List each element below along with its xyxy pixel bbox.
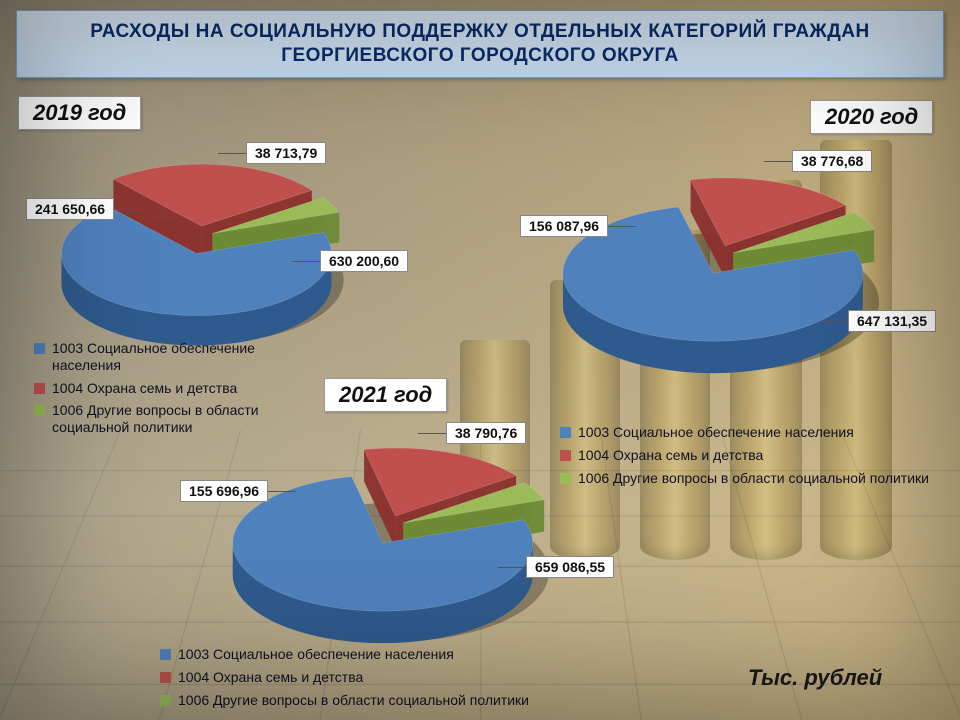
stage: РАСХОДЫ НА СОЦИАЛЬНУЮ ПОДДЕРЖКУ ОТДЕЛЬНЫ… <box>0 0 960 720</box>
legend-item-1003: 1003 Социальное обеспечение населения <box>34 340 302 374</box>
legend-3: 1003 Социальное обеспечение населения 100… <box>160 640 529 714</box>
value-label-2020-1006: 38 776,68 <box>764 150 872 172</box>
legend-item-1006: 1006 Другие вопросы в области социальной… <box>560 470 929 487</box>
value-label-2019-1003: 630 200,60 <box>292 250 408 272</box>
legend-label-1006: 1006 Другие вопросы в области социальной… <box>52 402 302 436</box>
year-label-2020: 2020 год <box>810 100 933 134</box>
value-label-2021-1006: 38 790,76 <box>418 422 526 444</box>
legend-label-1004: 1004 Охрана семь и детства <box>178 669 363 686</box>
legend-1: 1003 Социальное обеспечение населения 100… <box>34 334 302 442</box>
year-label-2019: 2019 год <box>18 96 141 130</box>
value-label-2020-1004: 156 087,96 <box>520 215 636 237</box>
legend-swatch-1004 <box>560 450 571 461</box>
value-label-2021-1004: 155 696,96 <box>180 480 296 502</box>
legend-swatch-1006 <box>560 473 571 484</box>
legend-label-1003: 1003 Социальное обеспечение населения <box>578 424 854 441</box>
legend-label-1006: 1006 Другие вопросы в области социальной… <box>178 692 529 709</box>
value-label-2019-1004: 241 650,66 <box>26 198 142 220</box>
legend-swatch-1004 <box>34 383 45 394</box>
value-label-2020-1003: 647 131,35 <box>820 310 936 332</box>
legend-swatch-1003 <box>160 649 171 660</box>
legend-swatch-1004 <box>160 672 171 683</box>
legend-label-1006: 1006 Другие вопросы в области социальной… <box>578 470 929 487</box>
legend-label-1003: 1003 Социальное обеспечение населения <box>52 340 302 374</box>
pie-2020 <box>505 147 935 410</box>
legend-item-1003: 1003 Социальное обеспечение населения <box>560 424 929 441</box>
legend-item-1004: 1004 Охрана семь и детства <box>160 669 529 686</box>
value-label-2019-1006: 38 713,79 <box>218 142 326 164</box>
legend-swatch-1006 <box>160 695 171 706</box>
legend-2: 1003 Социальное обеспечение населения 100… <box>560 418 929 492</box>
legend-swatch-1003 <box>560 427 571 438</box>
legend-item-1003: 1003 Социальное обеспечение населения <box>160 646 529 663</box>
legend-item-1006: 1006 Другие вопросы в области социальной… <box>160 692 529 709</box>
page-title: РАСХОДЫ НА СОЦИАЛЬНУЮ ПОДДЕРЖКУ ОТДЕЛЬНЫ… <box>17 16 943 72</box>
legend-label-1004: 1004 Охрана семь и детства <box>52 380 237 397</box>
legend-swatch-1003 <box>34 343 45 354</box>
header-bar: РАСХОДЫ НА СОЦИАЛЬНУЮ ПОДДЕРЖКУ ОТДЕЛЬНЫ… <box>16 10 944 78</box>
year-label-2021: 2021 год <box>324 378 447 412</box>
legend-label-1003: 1003 Социальное обеспечение населения <box>178 646 454 663</box>
legend-swatch-1006 <box>34 405 45 416</box>
units-label: Тыс. рублей <box>748 665 882 691</box>
legend-label-1004: 1004 Охрана семь и детства <box>578 447 763 464</box>
legend-item-1004: 1004 Охрана семь и детства <box>34 380 302 397</box>
value-label-2021-1003: 659 086,55 <box>498 556 614 578</box>
legend-item-1004: 1004 Охрана семь и детства <box>560 447 929 464</box>
legend-item-1006: 1006 Другие вопросы в области социальной… <box>34 402 302 436</box>
